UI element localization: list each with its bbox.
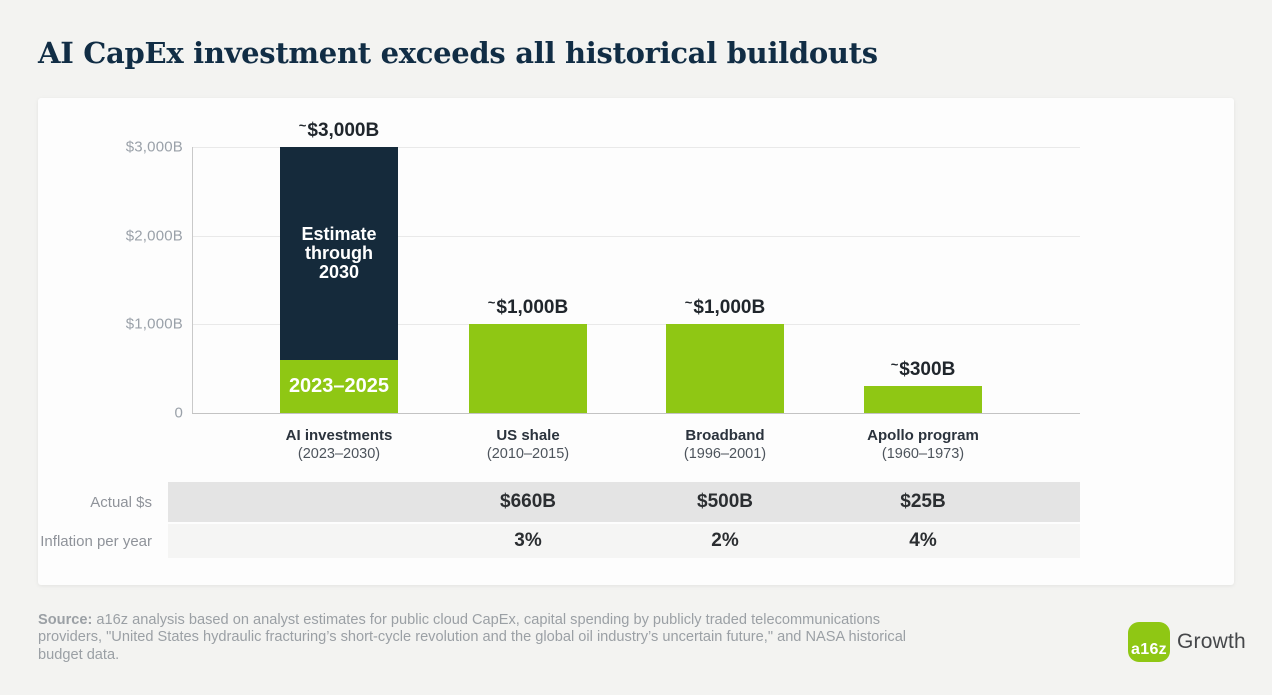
gridline-3000: [192, 147, 1080, 148]
bar-value-label: ~$1,000B: [488, 295, 568, 319]
source-line-1: a16z analysis based on analyst estimates…: [96, 612, 881, 628]
table-row-band: [168, 524, 1080, 558]
bar-value-label: ~$1,000B: [685, 295, 765, 319]
bar-value-text: $3,000B: [307, 120, 380, 141]
category-name: Apollo program: [867, 427, 979, 444]
bar-segment-2023-2025: 2023–2025: [280, 359, 398, 413]
logo-growth-label: Growth: [1177, 630, 1246, 653]
a16z-logo-icon: a16z: [1128, 622, 1170, 662]
bar-broadband: [666, 324, 784, 413]
table-row-inflation: Inflation per year 3% 2% 4%: [38, 524, 1234, 558]
y-axis-line: [192, 147, 193, 413]
category-period: (1960–1973): [881, 446, 965, 462]
table-cell-apollo-inflation: 4%: [909, 530, 937, 551]
table-cell-broadband-actual: $500B: [697, 491, 753, 512]
a16z-growth-logo: a16z Growth: [1128, 622, 1246, 662]
source-note: Source: a16z analysis based on analyst e…: [38, 612, 1048, 664]
segment-label: Estimate through 2030: [301, 223, 377, 282]
y-tick-2000: $2,000B: [125, 227, 183, 245]
y-tick-0: 0: [174, 404, 183, 422]
approx-tilde: ~: [890, 357, 899, 373]
bar-column-broadband: ~$1,000B: [666, 147, 784, 413]
chart-card: $3,000B $2,000B $1,000B 0 ~$3,000B Estim…: [38, 98, 1234, 585]
bar-segment-estimate-through-2030: Estimate through 2030: [280, 147, 398, 360]
table-row-actual-dollars: Actual $s $660B $500B $25B: [38, 482, 1234, 522]
bar-segment: [469, 324, 587, 413]
table-cell-apollo-actual: $25B: [900, 491, 946, 512]
approx-tilde: ~: [684, 295, 693, 311]
x-axis-baseline: [192, 413, 1080, 414]
table-cell-broadband-inflation: 2%: [711, 530, 739, 551]
category-ai-investments: AI investments (2023–2030): [286, 427, 393, 464]
a16z-logo-text: a16z: [1131, 641, 1167, 658]
category-us-shale: US shale (2010–2015): [487, 427, 569, 464]
table-cell-us-shale-inflation: 3%: [514, 530, 542, 551]
bar-ai-investments: Estimate through 2030 2023–2025: [280, 147, 398, 413]
source-line-3: budget data.: [38, 646, 120, 663]
bar-value-label: ~$300B: [891, 357, 956, 381]
bar-value-label: ~$3,000B: [299, 118, 379, 142]
bar-value-text: $300B: [899, 359, 956, 381]
table-row-label: Actual $s: [90, 493, 152, 511]
y-tick-1000: $1,000B: [125, 315, 183, 333]
gridline-1000: [192, 324, 1080, 326]
page-title: AI CapEx investment exceeds all historic…: [38, 36, 878, 70]
table-row-band: [168, 482, 1080, 522]
table-row-label: Inflation per year: [40, 532, 152, 550]
table-cell-us-shale-actual: $660B: [500, 491, 556, 512]
approx-tilde: ~: [298, 118, 307, 133]
source-label: Source:: [38, 612, 93, 628]
category-broadband: Broadband (1996–2001): [684, 427, 766, 464]
category-name: Broadband: [685, 427, 765, 444]
source-line-2: providers, "United States hydraulic frac…: [38, 629, 907, 646]
bar-segment: [666, 324, 784, 413]
gridline-2000: [192, 235, 1080, 237]
category-name: US shale: [496, 427, 560, 444]
segment-label: 2023–2025: [288, 374, 390, 397]
category-period: (2023–2030): [297, 446, 381, 462]
bar-us-shale: [469, 324, 587, 413]
bar-column-apollo: ~$300B: [864, 147, 982, 413]
category-name: AI investments: [285, 427, 393, 444]
bar-column-us-shale: ~$1,000B: [469, 147, 587, 413]
bar-segment: [864, 386, 982, 413]
bar-column-ai-investments: ~$3,000B Estimate through 2030 2023–2025: [280, 118, 398, 413]
bar-apollo-program: [864, 386, 982, 413]
approx-tilde: ~: [487, 295, 496, 311]
category-period: (1996–2001): [683, 446, 767, 462]
bar-chart-plot: $3,000B $2,000B $1,000B 0 ~$3,000B Estim…: [126, 118, 1080, 462]
bar-value-text: $1,000B: [693, 297, 766, 319]
y-tick-3000: $3,000B: [125, 138, 183, 156]
category-period: (2010–2015): [486, 446, 570, 462]
bar-value-text: $1,000B: [496, 297, 569, 319]
category-apollo: Apollo program (1960–1973): [867, 427, 979, 464]
